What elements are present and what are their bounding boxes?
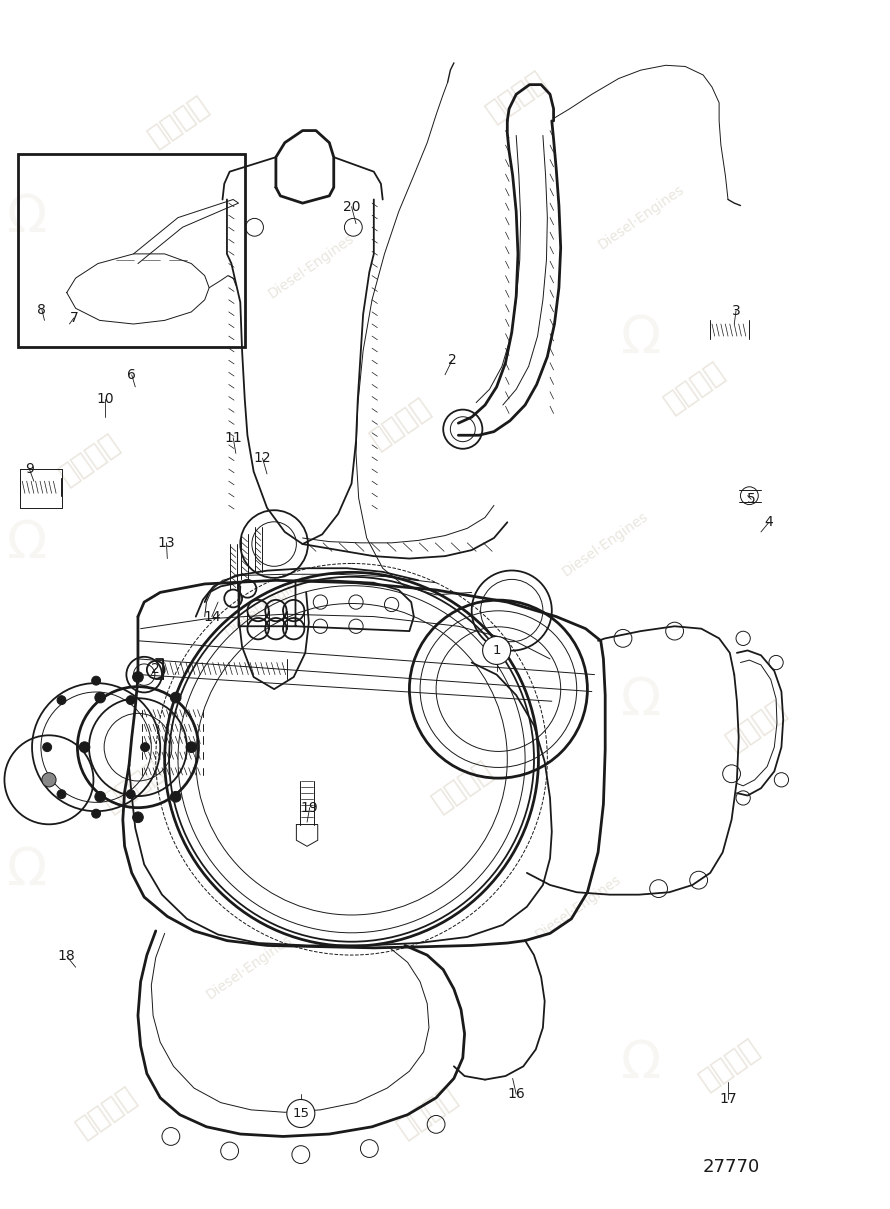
Circle shape — [133, 812, 143, 822]
Text: Diesel·Engines: Diesel·Engines — [222, 569, 312, 640]
Text: 17: 17 — [719, 1092, 737, 1106]
Circle shape — [95, 693, 106, 702]
Circle shape — [126, 695, 135, 705]
Text: 5: 5 — [747, 492, 756, 507]
Text: 19: 19 — [301, 800, 319, 815]
Circle shape — [57, 789, 66, 799]
Text: 27770: 27770 — [703, 1158, 760, 1175]
Text: Ω: Ω — [620, 675, 661, 728]
Text: 紫发动力: 紫发动力 — [694, 1034, 765, 1094]
Text: 15: 15 — [292, 1107, 310, 1120]
Bar — [18, 154, 245, 347]
Circle shape — [170, 792, 181, 802]
Circle shape — [43, 742, 52, 752]
Text: Diesel·Engines: Diesel·Engines — [266, 231, 357, 301]
Text: 12: 12 — [254, 451, 271, 465]
Text: 1: 1 — [492, 644, 501, 656]
Text: 16: 16 — [507, 1087, 525, 1101]
Text: 11: 11 — [224, 430, 242, 445]
Circle shape — [126, 789, 135, 799]
Text: 8: 8 — [37, 302, 46, 317]
Text: 紫发动力: 紫发动力 — [142, 91, 214, 151]
Text: 9: 9 — [25, 462, 34, 476]
Circle shape — [482, 636, 511, 665]
Text: Ω: Ω — [6, 844, 47, 897]
Text: 紫发动力: 紫发动力 — [659, 357, 730, 417]
Text: 紫发动力: 紫发动力 — [71, 1082, 142, 1143]
Text: 紫发动力: 紫发动力 — [392, 1082, 463, 1143]
Text: 3: 3 — [732, 303, 740, 318]
Text: 10: 10 — [96, 392, 114, 406]
Circle shape — [95, 792, 106, 802]
Circle shape — [186, 742, 197, 752]
Text: Ω: Ω — [620, 1037, 661, 1091]
Text: Ω: Ω — [620, 312, 661, 365]
Text: Diesel·Engines: Diesel·Engines — [595, 183, 686, 253]
Circle shape — [79, 742, 90, 752]
Text: 2: 2 — [151, 661, 160, 676]
Text: 紫发动力: 紫发动力 — [98, 756, 169, 816]
Text: 紫发动力: 紫发动力 — [365, 393, 436, 453]
Circle shape — [133, 672, 143, 682]
Text: 13: 13 — [158, 536, 175, 550]
Text: 紫发动力: 紫发动力 — [427, 756, 498, 816]
Circle shape — [92, 676, 101, 686]
Text: 2: 2 — [448, 353, 457, 368]
Text: 4: 4 — [765, 515, 773, 530]
Text: 20: 20 — [343, 199, 360, 214]
Text: Diesel·Engines: Diesel·Engines — [204, 932, 295, 1002]
Circle shape — [42, 773, 56, 787]
Circle shape — [92, 809, 101, 818]
Text: 14: 14 — [203, 609, 221, 624]
Circle shape — [141, 742, 150, 752]
Text: 紫发动力: 紫发动力 — [481, 66, 552, 127]
Text: Ω: Ω — [6, 191, 47, 244]
Text: 7: 7 — [69, 311, 78, 325]
Text: 6: 6 — [127, 368, 136, 382]
Text: 紫发动力: 紫发动力 — [721, 695, 792, 756]
Circle shape — [287, 1099, 315, 1128]
Text: Ω: Ω — [6, 517, 47, 571]
Text: 18: 18 — [58, 949, 76, 964]
Circle shape — [57, 695, 66, 705]
Text: Diesel·Engines: Diesel·Engines — [560, 509, 651, 579]
Text: Diesel·Engines: Diesel·Engines — [533, 872, 624, 942]
Text: 紫发动力: 紫发动力 — [53, 429, 125, 490]
Circle shape — [170, 693, 181, 702]
